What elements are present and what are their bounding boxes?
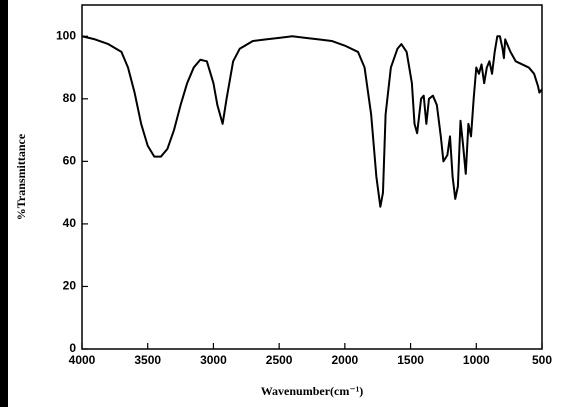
x-tick-label: 1000 bbox=[463, 353, 490, 367]
y-tick-label: 40 bbox=[63, 216, 77, 230]
x-tick-label: 2500 bbox=[266, 353, 293, 367]
x-tick-label: 1500 bbox=[397, 353, 424, 367]
y-tick-label: 60 bbox=[63, 154, 77, 168]
y-tick-label: 20 bbox=[63, 279, 77, 293]
x-tick-label: 2000 bbox=[332, 353, 359, 367]
y-tick-label: 0 bbox=[69, 341, 76, 355]
spectrum-line bbox=[81, 35, 543, 208]
plot-frame bbox=[81, 4, 543, 350]
x-tick-label: 3000 bbox=[200, 353, 227, 367]
y-tick-label: 100 bbox=[56, 28, 76, 42]
x-tick-label: 500 bbox=[532, 353, 552, 367]
x-tick-label: 4000 bbox=[69, 353, 96, 367]
x-tick-label: 3500 bbox=[134, 353, 161, 367]
x-axis-label: Wavenumber(cm⁻¹) bbox=[261, 384, 364, 398]
y-axis-label: %Transmittance bbox=[14, 133, 28, 220]
border bbox=[0, 0, 8, 407]
y-tick-label: 80 bbox=[63, 91, 77, 105]
